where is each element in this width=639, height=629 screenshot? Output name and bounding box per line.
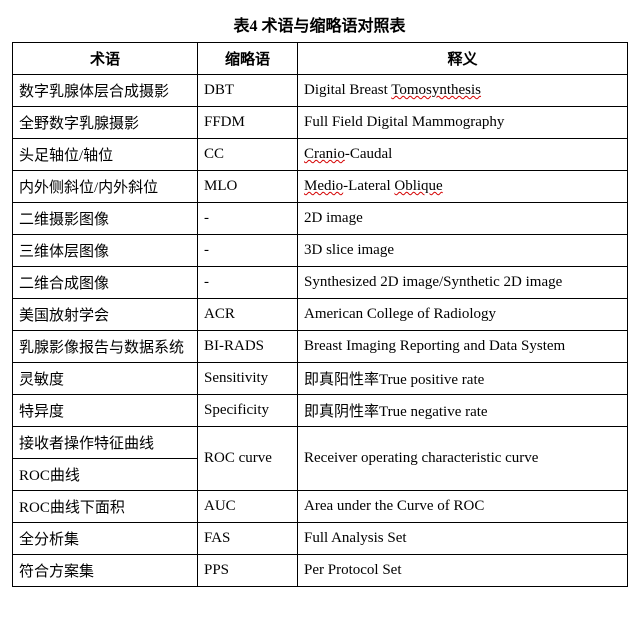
text: -Caudal: [345, 146, 392, 162]
cell-term: 符合方案集: [13, 555, 198, 587]
cell-term: 二维合成图像: [13, 267, 198, 299]
cell-def: Full Field Digital Mammography: [298, 107, 628, 139]
text: Digital Breast: [304, 82, 391, 98]
table-container: 表4 术语与缩略语对照表 术语 缩略语 释义 数字乳腺体层合成摄影DBTDigi…: [12, 12, 627, 587]
cell-def: Cranio-Caudal: [298, 139, 628, 171]
table-row: 接收者操作特征曲线ROC curveReceiver operating cha…: [13, 427, 628, 459]
cell-term: 乳腺影像报告与数据系统: [13, 331, 198, 363]
table-row: 二维合成图像-Synthesized 2D image/Synthetic 2D…: [13, 267, 628, 299]
cell-term: ROC曲线下面积: [13, 491, 198, 523]
cell-def: Per Protocol Set: [298, 555, 628, 587]
table-row: 全分析集FAS Full Analysis Set: [13, 523, 628, 555]
cell-term: 特异度: [13, 395, 198, 427]
cell-term: 全分析集: [13, 523, 198, 555]
cell-def: Breast Imaging Reporting and Data System: [298, 331, 628, 363]
cell-abbr: -: [198, 235, 298, 267]
col-abbr: 缩略语: [198, 43, 298, 75]
cell-term: 全野数字乳腺摄影: [13, 107, 198, 139]
text: Synthesized 2D image/Synthetic 2D image: [304, 274, 562, 290]
cell-term: 灵敏度: [13, 363, 198, 395]
cell-def: American College of Radiology: [298, 299, 628, 331]
cell-abbr: BI-RADS: [198, 331, 298, 363]
cell-term: 头足轴位/轴位: [13, 139, 198, 171]
cell-abbr: FFDM: [198, 107, 298, 139]
cell-def: Full Analysis Set: [298, 523, 628, 555]
cell-abbr: Specificity: [198, 395, 298, 427]
cell-abbr: -: [198, 203, 298, 235]
table-row: 二维摄影图像-2D image: [13, 203, 628, 235]
cell-term: 内外侧斜位/内外斜位: [13, 171, 198, 203]
cell-def: Digital Breast Tomosynthesis: [298, 75, 628, 107]
table-row: 乳腺影像报告与数据系统BI-RADS Breast Imaging Reporti…: [13, 331, 628, 363]
cell-def: Receiver operating characteristic curve: [298, 427, 628, 491]
text: Area under the Curve of ROC: [304, 498, 484, 514]
cell-term: 数字乳腺体层合成摄影: [13, 75, 198, 107]
cell-abbr: DBT: [198, 75, 298, 107]
cell-abbr: CC: [198, 139, 298, 171]
text: American College of Radiology: [304, 306, 496, 322]
cell-def: Medio-Lateral Oblique: [298, 171, 628, 203]
table-row: 符合方案集PPS Per Protocol Set: [13, 555, 628, 587]
table-row: 数字乳腺体层合成摄影DBTDigital Breast Tomosynthesi…: [13, 75, 628, 107]
cell-term: 二维摄影图像: [13, 203, 198, 235]
text: Full Field Digital Mammography: [304, 114, 504, 130]
spellcheck-wavy: Oblique: [394, 178, 442, 194]
cell-abbr: Sensitivity: [198, 363, 298, 395]
cell-def: 2D image: [298, 203, 628, 235]
spellcheck-wavy: Tomosynthesis: [391, 82, 481, 98]
table-row: 特异度Specificity 即真阴性率True negative rate: [13, 395, 628, 427]
table-row: 内外侧斜位/内外斜位MLOMedio-Lateral Oblique: [13, 171, 628, 203]
spellcheck-wavy: Cranio: [304, 146, 345, 162]
text: Full Analysis Set: [304, 530, 407, 546]
text: 即真阳性率True positive rate: [304, 372, 484, 388]
spellcheck-wavy: Medio: [304, 178, 343, 194]
text: Receiver operating characteristic curve: [304, 450, 538, 466]
table-row: 全野数字乳腺摄影FFDM Full Field Digital Mammograp…: [13, 107, 628, 139]
cell-abbr: AUC: [198, 491, 298, 523]
cell-def: Synthesized 2D image/Synthetic 2D image: [298, 267, 628, 299]
cell-term: 接收者操作特征曲线: [13, 427, 198, 459]
cell-term: 三维体层图像: [13, 235, 198, 267]
cell-def: 即真阳性率True positive rate: [298, 363, 628, 395]
cell-abbr: MLO: [198, 171, 298, 203]
table-header-row: 术语 缩略语 释义: [13, 43, 628, 75]
cell-def: Area under the Curve of ROC: [298, 491, 628, 523]
table-row: 美国放射学会ACR American College of Radiology: [13, 299, 628, 331]
cell-def: 3D slice image: [298, 235, 628, 267]
table-row: 头足轴位/轴位CCCranio-Caudal: [13, 139, 628, 171]
cell-abbr: -: [198, 267, 298, 299]
cell-abbr: FAS: [198, 523, 298, 555]
table-row: 三维体层图像-3D slice image: [13, 235, 628, 267]
text: 2D image: [304, 210, 363, 226]
text: 即真阴性率True negative rate: [304, 404, 488, 420]
cell-abbr: ACR: [198, 299, 298, 331]
glossary-table: 术语 缩略语 释义 数字乳腺体层合成摄影DBTDigital Breast To…: [12, 42, 628, 587]
cell-def: 即真阴性率True negative rate: [298, 395, 628, 427]
table-row: 灵敏度Sensitivity 即真阳性率True positive rate: [13, 363, 628, 395]
cell-abbr: PPS: [198, 555, 298, 587]
cell-term: 美国放射学会: [13, 299, 198, 331]
table-row: ROC曲线下面积AUC Area under the Curve of ROC: [13, 491, 628, 523]
text: Per Protocol Set: [304, 562, 402, 578]
cell-abbr: ROC curve: [198, 427, 298, 491]
col-term: 术语: [13, 43, 198, 75]
text: Breast Imaging Reporting and Data System: [304, 338, 565, 354]
col-def: 释义: [298, 43, 628, 75]
table-title: 表4 术语与缩略语对照表: [12, 12, 627, 36]
text: 3D slice image: [304, 242, 394, 258]
cell-term: ROC曲线: [13, 459, 198, 491]
text: -Lateral: [343, 178, 394, 194]
